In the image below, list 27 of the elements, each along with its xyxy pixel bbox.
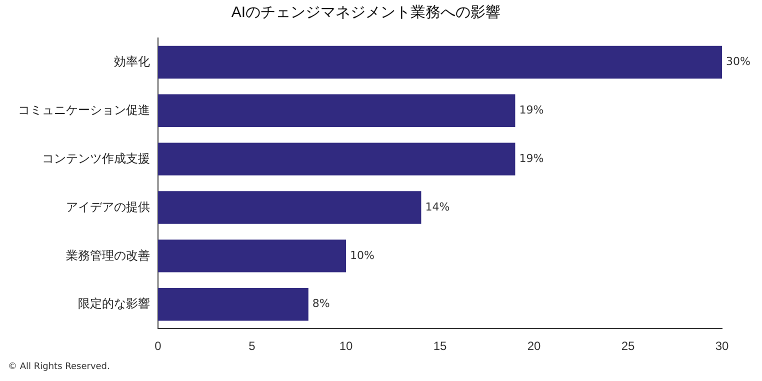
x-tick-label: 20 bbox=[527, 339, 541, 354]
bar bbox=[158, 94, 516, 127]
x-tick-label: 15 bbox=[433, 339, 447, 354]
data-label: 19% bbox=[519, 104, 544, 117]
y-tick-label: 業務管理の改善 bbox=[66, 248, 150, 262]
data-label: 10% bbox=[350, 248, 374, 262]
x-tick-label: 25 bbox=[621, 339, 635, 354]
bar bbox=[158, 288, 308, 321]
bar bbox=[158, 142, 516, 176]
y-tick-label: コミュニケーション促進 bbox=[18, 102, 150, 117]
text: © All Rights Reserved. bbox=[8, 362, 110, 372]
bar bbox=[158, 240, 346, 272]
y-tick-label: アイデアの提供 bbox=[66, 200, 150, 214]
chart-title: AIのチェンジマネジメント業務への影響 bbox=[231, 4, 501, 22]
data-label: 19% bbox=[519, 152, 544, 165]
x-tick-label: 0 bbox=[154, 339, 162, 354]
data-label: 8% bbox=[312, 297, 330, 310]
x-tick-label: 10 bbox=[339, 339, 353, 354]
data-label: 14% bbox=[425, 200, 450, 214]
data-label: 30% bbox=[726, 55, 750, 68]
x-tick-label: 5 bbox=[248, 339, 256, 354]
x-tick-label: 30 bbox=[715, 339, 729, 354]
y-tick-label: 限定的な影響 bbox=[78, 296, 150, 311]
y-tick-label: 効率化 bbox=[114, 54, 150, 69]
bar bbox=[158, 191, 422, 224]
y-tick-label: コンテンツ作成支援 bbox=[42, 151, 150, 166]
bar bbox=[158, 46, 722, 79]
